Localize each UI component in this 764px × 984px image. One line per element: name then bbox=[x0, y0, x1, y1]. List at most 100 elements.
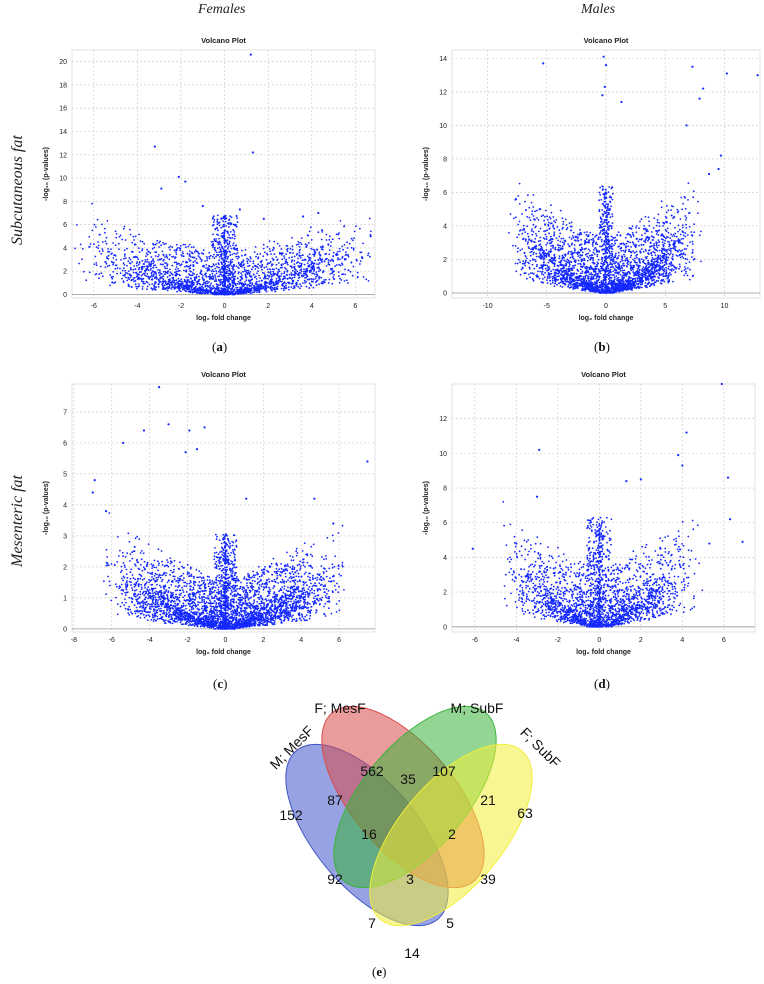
data-point bbox=[675, 235, 678, 238]
data-point bbox=[232, 223, 235, 226]
data-point bbox=[285, 268, 287, 270]
data-point bbox=[658, 269, 661, 272]
data-point bbox=[670, 209, 672, 212]
data-point bbox=[212, 243, 214, 246]
data-point bbox=[232, 280, 234, 283]
data-point bbox=[188, 265, 191, 268]
data-point bbox=[684, 207, 687, 210]
data-point bbox=[186, 261, 189, 264]
outlier-point bbox=[249, 53, 252, 56]
data-point bbox=[98, 273, 101, 276]
data-point bbox=[573, 280, 576, 282]
data-point bbox=[318, 267, 321, 270]
data-point bbox=[564, 280, 567, 283]
data-point bbox=[603, 192, 606, 195]
data-point bbox=[251, 268, 253, 271]
data-point bbox=[589, 258, 592, 261]
data-point bbox=[631, 280, 634, 283]
data-point bbox=[575, 272, 578, 275]
data-point bbox=[693, 223, 696, 226]
data-point bbox=[692, 274, 695, 277]
data-point bbox=[273, 273, 276, 276]
data-point bbox=[604, 241, 607, 243]
data-point bbox=[89, 243, 92, 245]
data-point bbox=[662, 249, 665, 251]
data-point bbox=[674, 271, 677, 274]
data-point bbox=[180, 278, 183, 281]
data-point bbox=[605, 209, 608, 212]
data-point bbox=[522, 238, 524, 241]
data-point bbox=[178, 288, 181, 291]
data-point bbox=[108, 264, 111, 267]
data-point bbox=[305, 276, 308, 279]
data-point bbox=[526, 243, 529, 245]
data-point bbox=[562, 220, 565, 223]
data-point bbox=[309, 278, 311, 280]
data-point bbox=[200, 252, 203, 254]
data-point bbox=[535, 265, 538, 268]
data-point bbox=[246, 257, 249, 260]
data-point bbox=[610, 205, 612, 208]
data-point bbox=[146, 248, 148, 251]
data-point bbox=[257, 257, 259, 260]
data-point bbox=[229, 259, 232, 261]
data-point bbox=[273, 268, 275, 271]
data-point bbox=[286, 277, 289, 280]
data-point bbox=[654, 248, 657, 251]
data-point bbox=[141, 240, 144, 243]
data-point bbox=[649, 275, 651, 278]
data-point bbox=[546, 279, 548, 282]
data-point bbox=[329, 273, 332, 275]
data-point bbox=[122, 262, 125, 265]
data-point bbox=[246, 260, 249, 263]
data-point bbox=[590, 238, 593, 241]
data-point bbox=[224, 246, 226, 248]
data-point bbox=[158, 281, 161, 284]
data-point bbox=[112, 257, 115, 259]
data-point bbox=[290, 265, 293, 268]
data-point bbox=[693, 231, 696, 234]
data-point bbox=[190, 246, 193, 249]
data-point bbox=[619, 284, 622, 287]
data-point bbox=[171, 255, 173, 258]
data-point bbox=[297, 277, 300, 279]
data-point bbox=[305, 273, 308, 276]
data-point bbox=[214, 246, 216, 249]
data-point bbox=[335, 264, 338, 266]
data-point bbox=[560, 267, 563, 270]
data-point bbox=[620, 267, 622, 270]
data-point bbox=[554, 282, 557, 285]
data-point bbox=[632, 258, 635, 261]
data-point bbox=[192, 264, 195, 266]
data-point bbox=[241, 283, 244, 286]
data-point bbox=[559, 285, 562, 287]
data-point bbox=[325, 258, 328, 260]
data-point bbox=[562, 277, 564, 279]
data-point bbox=[625, 289, 628, 291]
data-point bbox=[285, 258, 288, 261]
data-point bbox=[306, 278, 309, 281]
data-point bbox=[281, 284, 284, 287]
data-point bbox=[269, 261, 272, 263]
data-point bbox=[314, 259, 316, 262]
data-point bbox=[642, 280, 645, 282]
data-point bbox=[212, 246, 214, 249]
data-point bbox=[128, 278, 131, 281]
data-point bbox=[201, 292, 203, 295]
data-point bbox=[546, 264, 549, 267]
data-point bbox=[266, 263, 269, 266]
data-point bbox=[341, 245, 344, 248]
data-point bbox=[212, 278, 214, 281]
data-point bbox=[598, 208, 601, 211]
data-point bbox=[592, 251, 595, 254]
data-point bbox=[210, 266, 213, 268]
data-point bbox=[170, 281, 173, 284]
data-point bbox=[660, 238, 663, 241]
data-point bbox=[519, 273, 522, 276]
data-point bbox=[687, 182, 690, 185]
data-point bbox=[607, 267, 610, 270]
data-point bbox=[617, 231, 620, 234]
data-point bbox=[165, 262, 167, 265]
data-point bbox=[687, 199, 689, 201]
data-point bbox=[576, 233, 579, 236]
